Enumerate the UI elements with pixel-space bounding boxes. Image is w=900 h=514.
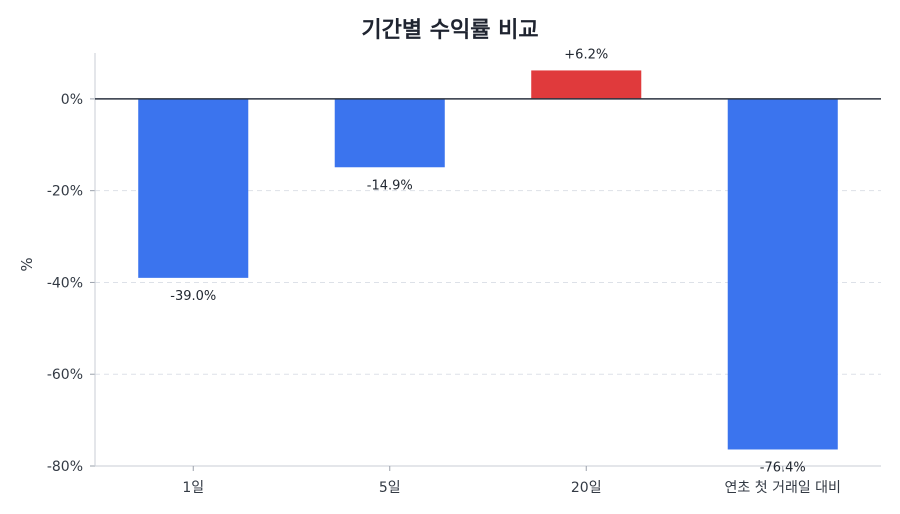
data-label: -39.0%: [170, 289, 216, 304]
y-tick-label: -20%: [47, 184, 83, 200]
y-tick-label: -60%: [47, 367, 83, 383]
bar: [727, 98, 838, 450]
y-axis-label: %: [18, 257, 36, 271]
x-tick-label: 5일: [379, 480, 401, 496]
x-tick-label: 1일: [182, 480, 204, 496]
y-tick-label: -80%: [47, 459, 83, 475]
y-tick-label: 0%: [61, 92, 83, 108]
bar: [138, 98, 249, 278]
x-tick-label: 20일: [571, 480, 602, 496]
bar: [334, 98, 445, 168]
data-label: -14.9%: [367, 178, 413, 193]
chart-title: 기간별 수익률 비교: [361, 18, 539, 43]
x-tick-label: 연초 첫 거래일 대비: [725, 480, 841, 496]
bar: [531, 70, 642, 99]
y-tick-label: -40%: [47, 275, 83, 291]
data-label: +6.2%: [564, 47, 608, 62]
